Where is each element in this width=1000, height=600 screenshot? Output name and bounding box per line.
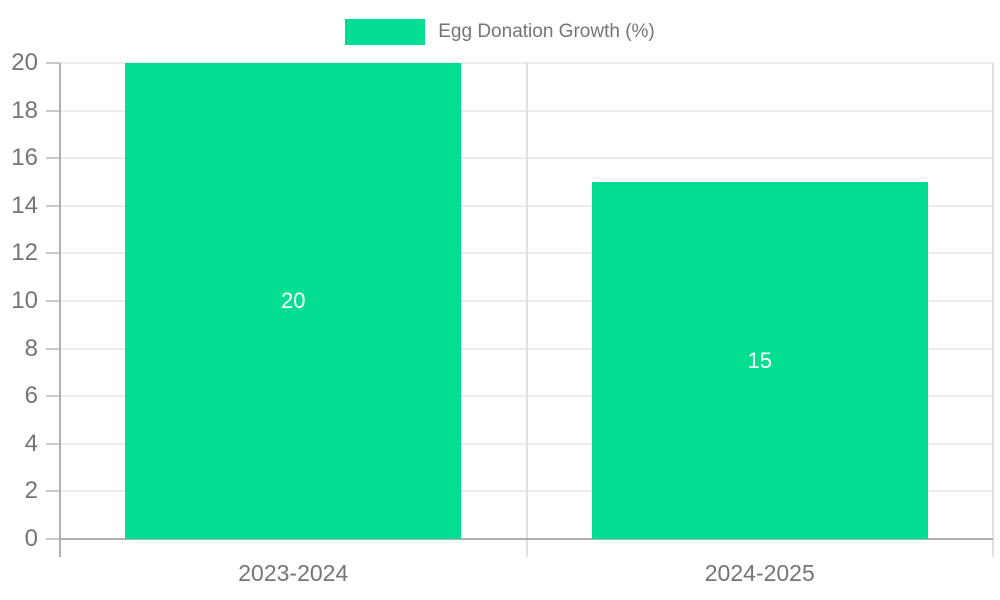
y-tick-mark xyxy=(46,204,60,207)
y-tick-label: 18 xyxy=(11,96,38,124)
y-tick-label: 14 xyxy=(11,191,38,219)
y-tick-label: 10 xyxy=(11,287,38,314)
bar-value-label: 20 xyxy=(280,288,306,313)
y-tick-mark xyxy=(46,109,60,112)
y-tick-mark xyxy=(46,538,60,540)
bar-2023-2024[interactable] xyxy=(125,63,462,539)
legend-swatch xyxy=(345,19,426,45)
y-tick-mark xyxy=(46,252,60,255)
y-tick-label: 20 xyxy=(11,49,38,76)
y-tick-mark xyxy=(46,157,60,160)
y-tick-mark xyxy=(46,347,60,350)
y-tick-mark xyxy=(46,490,60,493)
bar-2024-2025[interactable] xyxy=(591,182,928,539)
y-tick-label: 16 xyxy=(11,144,38,172)
y-axis-line xyxy=(59,63,61,557)
category-boundary-line xyxy=(992,63,994,557)
x-axis-line xyxy=(60,538,993,540)
category-boundary-line xyxy=(525,63,528,557)
x-tick-label: 2024-2025 xyxy=(704,560,815,586)
y-tick-label: 4 xyxy=(24,429,38,457)
y-tick-mark xyxy=(46,62,60,64)
y-tick-mark xyxy=(46,300,60,302)
y-tick-mark xyxy=(46,442,60,445)
y-tick-label: 0 xyxy=(24,525,38,552)
y-tick-label: 6 xyxy=(24,382,38,410)
bar-value-label: 15 xyxy=(747,347,772,373)
y-tick-mark xyxy=(46,395,60,398)
legend-label: Egg Donation Growth (%) xyxy=(438,21,655,42)
y-tick-label: 12 xyxy=(11,239,38,267)
y-tick-label: 8 xyxy=(24,334,38,362)
x-tick-label: 2023-2024 xyxy=(238,560,349,586)
legend[interactable]: Egg Donation Growth (%) xyxy=(0,17,1000,47)
y-tick-label: 2 xyxy=(24,477,38,505)
